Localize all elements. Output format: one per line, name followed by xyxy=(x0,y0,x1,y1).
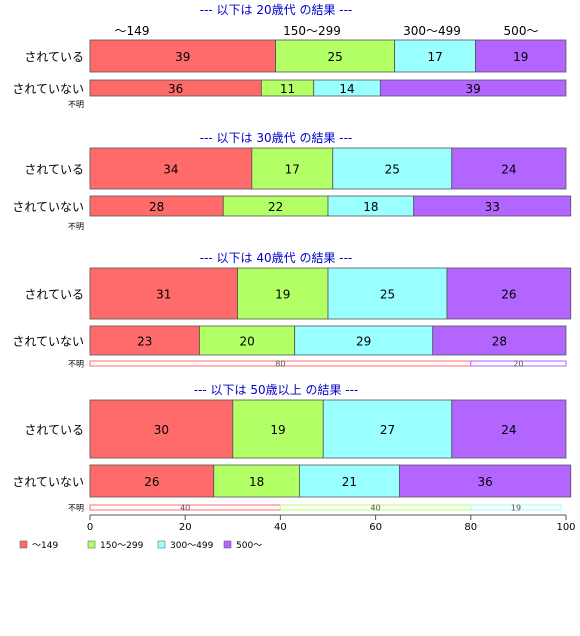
data-label: 14 xyxy=(339,82,354,96)
legend-swatch xyxy=(157,540,166,549)
bar-segment xyxy=(413,195,572,217)
top-category-label: 500～ xyxy=(504,24,539,38)
x-tick-label: 20 xyxy=(179,522,192,533)
row-label: されている xyxy=(24,288,84,302)
top-category-label: ～149 xyxy=(115,24,150,38)
data-label: 80 xyxy=(275,360,285,369)
bar-segment xyxy=(446,267,572,320)
data-label: 40 xyxy=(371,504,381,513)
data-label: 26 xyxy=(144,475,159,489)
data-label: 28 xyxy=(149,200,164,214)
bar-segment xyxy=(475,39,567,73)
group-title: --- 以下は 20歳代 の結果 --- xyxy=(200,3,353,17)
data-label: 30 xyxy=(154,423,169,437)
data-label: 21 xyxy=(342,475,357,489)
bar-segment xyxy=(327,267,448,320)
bar-segment xyxy=(213,464,300,498)
bar-segment xyxy=(89,464,215,498)
row-label: 不明 xyxy=(68,504,84,513)
legend-label: 150～299 xyxy=(100,541,144,551)
bar-segment xyxy=(251,147,334,190)
data-label: 17 xyxy=(427,50,442,64)
data-label: 18 xyxy=(249,475,264,489)
group-title: --- 以下は 30歳代 の結果 --- xyxy=(200,131,353,145)
data-label: 19 xyxy=(511,504,521,513)
data-label: 36 xyxy=(168,82,183,96)
data-label: 34 xyxy=(163,163,178,177)
row-label: されていない xyxy=(12,200,84,214)
bar-segment xyxy=(294,325,434,356)
row-label: されていない xyxy=(12,475,84,489)
data-label: 33 xyxy=(485,200,500,214)
data-label: 18 xyxy=(363,200,378,214)
data-label: 23 xyxy=(137,335,152,349)
row-label: されている xyxy=(24,423,84,437)
row-label: 不明 xyxy=(68,360,84,369)
bar-segment xyxy=(451,399,567,459)
bar-segment xyxy=(237,267,329,320)
data-label: 40 xyxy=(180,504,190,513)
row-label: されている xyxy=(24,50,84,64)
data-label: 22 xyxy=(268,200,283,214)
x-tick-label: 40 xyxy=(274,522,287,533)
data-label: 31 xyxy=(156,288,171,302)
legend-swatch xyxy=(19,540,28,549)
bar-segment xyxy=(394,39,476,73)
x-tick-label: 100 xyxy=(556,522,575,533)
row-label: されている xyxy=(24,163,84,177)
data-label: 17 xyxy=(285,163,300,177)
legend-label: ～149 xyxy=(32,541,58,551)
row-label: されていない xyxy=(12,335,84,349)
legend-swatch xyxy=(223,540,232,549)
group-title: --- 以下は 50歳以上 の結果 --- xyxy=(194,383,359,397)
bar-segment xyxy=(89,267,238,320)
row-label: されていない xyxy=(12,82,84,96)
x-tick-label: 0 xyxy=(87,522,93,533)
data-label: 25 xyxy=(327,50,342,64)
bar-segment xyxy=(432,325,567,356)
data-label: 24 xyxy=(501,163,516,177)
data-label: 19 xyxy=(275,288,290,302)
x-tick-label: 80 xyxy=(464,522,477,533)
bar-segment xyxy=(299,464,400,498)
top-category-label: 300～499 xyxy=(403,24,461,38)
data-label: 29 xyxy=(356,335,371,349)
row-label: 不明 xyxy=(68,222,84,231)
data-label: 20 xyxy=(513,360,523,369)
bar-segment xyxy=(89,399,234,459)
data-label: 39 xyxy=(175,50,190,64)
data-label: 19 xyxy=(270,423,285,437)
data-label: 25 xyxy=(380,288,395,302)
bar-segment xyxy=(470,360,567,367)
bar-segment xyxy=(398,464,572,498)
bar-segment xyxy=(89,39,277,73)
data-label: 20 xyxy=(239,335,254,349)
bar-segment xyxy=(470,504,562,511)
bar-segment xyxy=(199,325,296,356)
data-label: 26 xyxy=(501,288,516,302)
legend-label: 500～ xyxy=(236,541,262,551)
legend-swatch xyxy=(87,540,96,549)
top-category-label: 150～299 xyxy=(283,24,341,38)
data-label: 25 xyxy=(385,163,400,177)
data-label: 11 xyxy=(280,82,295,96)
bar-segment xyxy=(89,325,200,356)
data-label: 27 xyxy=(380,423,395,437)
bar-segment xyxy=(322,399,453,459)
bar-segment xyxy=(332,147,453,190)
x-tick-label: 60 xyxy=(369,522,382,533)
bar-segment xyxy=(451,147,567,190)
data-label: 19 xyxy=(513,50,528,64)
row-label: 不明 xyxy=(68,100,84,109)
group-title: --- 以下は 40歳代 の結果 --- xyxy=(200,251,353,265)
data-label: 28 xyxy=(492,335,507,349)
data-label: 39 xyxy=(466,82,481,96)
bar-segment xyxy=(89,147,253,190)
legend-label: 300～499 xyxy=(170,541,214,551)
bar-segment xyxy=(275,39,396,73)
data-label: 36 xyxy=(477,475,492,489)
bar-segment xyxy=(379,79,567,97)
data-label: 24 xyxy=(501,423,516,437)
